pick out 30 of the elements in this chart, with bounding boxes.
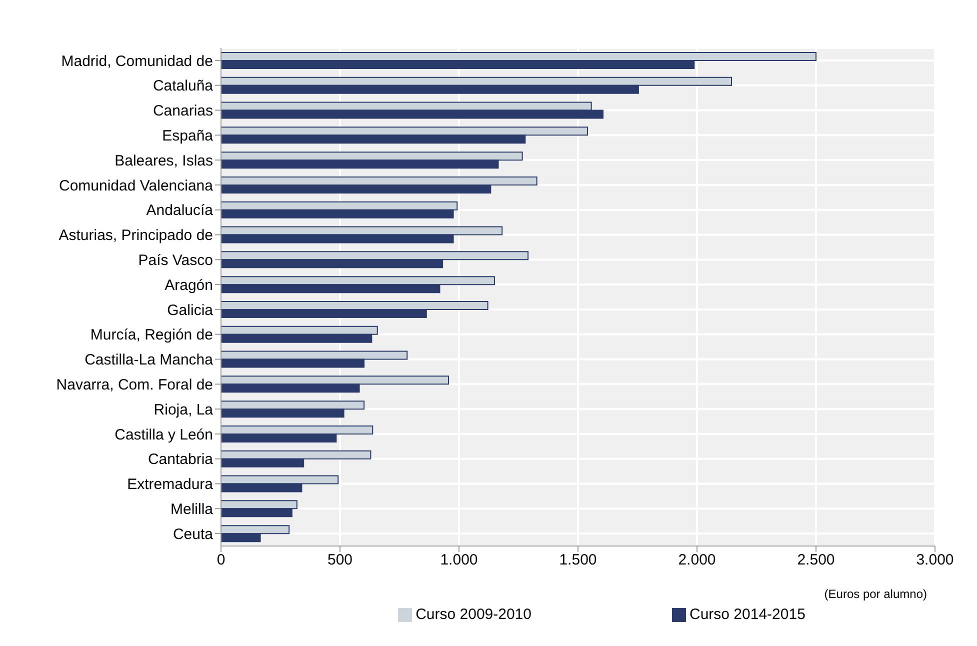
x-tick-label: 0 bbox=[216, 552, 226, 569]
y-tick-label: Canarias bbox=[152, 102, 213, 120]
y-tick-label: Baleares, Islas bbox=[114, 152, 213, 170]
y-tick-label: Comunidad Valenciana bbox=[59, 177, 214, 194]
y-tick-label: Castilla y León bbox=[114, 426, 213, 444]
x-tick-label: 1.500 bbox=[559, 552, 597, 569]
y-tick-label: Aragón bbox=[164, 276, 213, 294]
y-tick-label: Galicia bbox=[167, 302, 214, 319]
y-tick-label: Rioja, La bbox=[154, 401, 214, 418]
legend-label: Curso 2009-2010 bbox=[416, 606, 532, 623]
y-tick-label: Extremadura bbox=[127, 476, 214, 494]
y-tick-label: Cantabria bbox=[148, 451, 214, 468]
y-tick-label: País Vasco bbox=[138, 252, 213, 269]
y-tick-label: Andalucía bbox=[146, 202, 214, 220]
y-tick-label: Castilla-La Mancha bbox=[84, 352, 214, 369]
y-tick-label: Navarra, Com. Foral de bbox=[56, 376, 213, 394]
x-tick-label: 2.000 bbox=[678, 552, 716, 569]
y-tick-label: Murcía, Región de bbox=[90, 326, 213, 344]
x-tick-label: 2.500 bbox=[797, 552, 835, 569]
y-tick-label: Cataluña bbox=[152, 78, 214, 95]
legend-label: Curso 2014-2015 bbox=[690, 606, 806, 623]
y-tick-label: España bbox=[162, 127, 214, 144]
x-tick-label: 500 bbox=[327, 552, 353, 569]
x-tick-label: 1.000 bbox=[440, 552, 478, 569]
y-tick-label: Asturias, Principado de bbox=[58, 227, 213, 244]
y-tick-label: Ceuta bbox=[172, 526, 214, 543]
y-tick-label: Madrid, Comunidad de bbox=[61, 52, 213, 70]
y-tick-label: Melilla bbox=[170, 500, 214, 518]
x-tick-label: 3.000 bbox=[916, 552, 954, 569]
x-axis-title: (Euros por alumno) bbox=[824, 587, 927, 601]
